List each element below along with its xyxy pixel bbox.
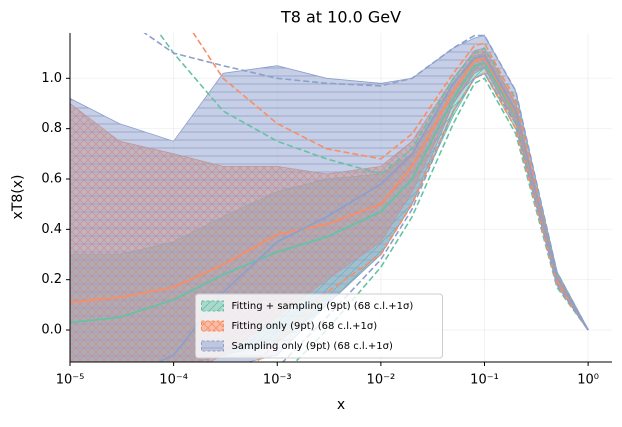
- x-tick-label: 10⁻⁴: [159, 373, 188, 388]
- legend-swatch: [201, 340, 224, 352]
- x-tick-label: 10⁻¹: [470, 373, 499, 388]
- sigma-line: [192, 33, 589, 331]
- plot-area: [70, 33, 589, 362]
- y-tick-label: 0.4: [41, 222, 62, 237]
- legend-label: Fitting only (9pt) (68 c.l.+1σ): [232, 321, 378, 332]
- legend-swatch: [201, 320, 224, 332]
- legend-label: Fitting + sampling (9pt) (68 c.l.+1σ): [232, 301, 414, 312]
- y-tick-label: 0.2: [41, 272, 62, 287]
- sigma-line: [143, 33, 589, 331]
- y-tick-label: 0.8: [41, 121, 62, 136]
- x-tick-label: 10⁰: [577, 373, 599, 388]
- sigma-line: [281, 72, 589, 362]
- legend: Fitting + sampling (9pt) (68 c.l.+1σ) Fit…: [195, 293, 443, 359]
- sigma-line: [294, 77, 589, 362]
- legend-box: [195, 293, 443, 359]
- y-axis-label: xT8(x): [10, 175, 26, 220]
- legend-swatch: [201, 300, 224, 312]
- x-axis-label: x: [337, 397, 345, 413]
- sigma-line: [255, 72, 589, 362]
- chart-title: T8 at 10.0 GeV: [280, 8, 401, 27]
- x-tick-label: 10⁻²: [367, 373, 396, 388]
- sigma-line: [158, 33, 589, 331]
- y-tick-label: 0.0: [41, 323, 62, 338]
- x-tick-label: 10⁻³: [263, 373, 292, 388]
- central-line: [156, 54, 589, 362]
- y-tick-label: 1.0: [41, 71, 62, 86]
- legend-label: Sampling only (9pt) (68 c.l.+1σ): [232, 341, 393, 352]
- central-line: [70, 57, 589, 331]
- central-line: [70, 62, 589, 331]
- x-tick-label: 10⁻⁵: [56, 373, 85, 388]
- y-tick-label: 0.6: [41, 171, 62, 186]
